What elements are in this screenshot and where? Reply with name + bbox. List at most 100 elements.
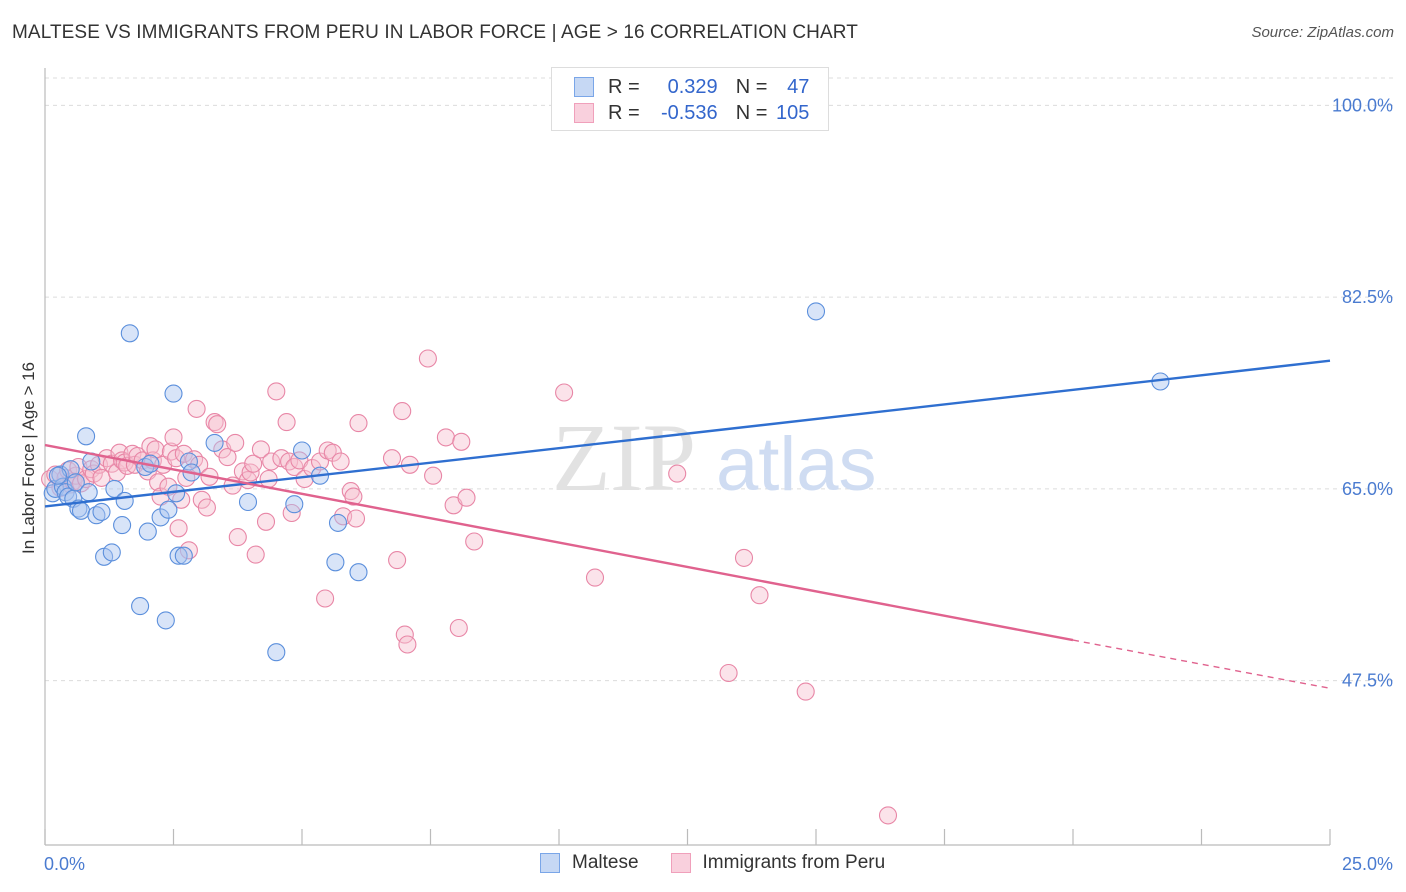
data-point xyxy=(187,399,206,418)
data-point xyxy=(113,516,132,535)
y-tick-label: 100.0% xyxy=(1332,95,1393,115)
gridlines xyxy=(45,77,1394,682)
data-point xyxy=(331,452,350,471)
data-point xyxy=(267,643,286,662)
data-point xyxy=(87,506,106,525)
axes xyxy=(44,68,1331,846)
data-point xyxy=(77,427,96,446)
data-point xyxy=(256,512,276,531)
legend-r-value: 0.329 xyxy=(667,75,718,98)
legend-r-label: R = xyxy=(608,75,640,98)
legend-label-peru: Immigrants from Peru xyxy=(702,852,886,873)
data-point xyxy=(228,528,247,547)
data-point xyxy=(349,563,368,582)
data-point xyxy=(418,349,437,368)
data-point xyxy=(205,433,224,452)
trend-line xyxy=(44,359,1331,508)
data-point xyxy=(285,495,304,514)
watermark-atlas: atlas xyxy=(716,422,877,507)
data-point xyxy=(328,513,348,532)
chart-title: MALTESE VS IMMIGRANTS FROM PERU IN LABOR… xyxy=(12,22,858,43)
series-immigrants-from-peru xyxy=(41,349,898,825)
data-point xyxy=(174,546,193,565)
data-point xyxy=(436,428,455,447)
legend-item-maltese[interactable]: Maltese xyxy=(540,852,639,874)
trend-line xyxy=(44,443,1074,642)
y-axis-label: In Labor Force | Age > 16 xyxy=(19,362,38,554)
data-point xyxy=(92,502,111,521)
data-point xyxy=(262,452,281,471)
series-legend: Maltese Immigrants from Peru xyxy=(540,852,917,874)
legend-r-label: R = xyxy=(608,101,640,124)
correlation-legend: R = 0.329 N = 47 R = -0.536 N = 105 xyxy=(551,67,829,131)
data-point xyxy=(316,589,335,608)
legend-item-peru[interactable]: Immigrants from Peru xyxy=(670,852,886,874)
legend-n-label: N = xyxy=(735,75,768,98)
data-point xyxy=(734,548,754,567)
maltese-swatch xyxy=(574,77,594,97)
data-point xyxy=(750,586,769,605)
data-point xyxy=(326,553,345,572)
data-point xyxy=(796,682,815,701)
data-point xyxy=(465,532,484,551)
data-point xyxy=(233,462,252,481)
chart-source: Source: ZipAtlas.com xyxy=(1251,24,1394,41)
data-point xyxy=(226,433,245,452)
data-point xyxy=(719,663,738,683)
tick-labels: 100.0% 82.5% 65.0% 47.5% 0.0% 25.0% xyxy=(44,95,1393,874)
series-maltese xyxy=(43,302,1170,662)
data-point xyxy=(292,441,312,460)
y-tick-label: 82.5% xyxy=(1342,287,1393,307)
data-point xyxy=(457,488,476,507)
data-point xyxy=(120,324,139,343)
data-point xyxy=(164,384,183,403)
data-point xyxy=(344,487,363,506)
legend-row-maltese: R = 0.329 N = 47 xyxy=(574,74,809,100)
data-point xyxy=(668,464,687,483)
data-point xyxy=(806,302,826,321)
data-point xyxy=(218,448,237,467)
data-point xyxy=(244,454,263,473)
data-point xyxy=(149,473,168,492)
data-point xyxy=(585,568,605,587)
data-point xyxy=(393,402,412,421)
data-point xyxy=(238,492,258,512)
data-point xyxy=(169,546,188,565)
legend-label-maltese: Maltese xyxy=(572,852,639,873)
data-point xyxy=(208,415,227,434)
data-point xyxy=(146,440,165,459)
data-point xyxy=(277,413,296,432)
watermark-zip: ZIP xyxy=(552,404,696,511)
data-point xyxy=(138,522,157,541)
legend-n-value: 105 xyxy=(776,101,810,124)
peru-swatch xyxy=(574,103,594,123)
data-point xyxy=(169,519,188,538)
data-point xyxy=(156,611,175,630)
data-point xyxy=(151,508,170,527)
legend-n-label: N = xyxy=(735,101,768,124)
data-point xyxy=(179,541,198,560)
data-point xyxy=(424,466,443,485)
data-point xyxy=(251,440,270,459)
data-point xyxy=(382,449,402,468)
data-point xyxy=(159,500,178,519)
x-tick-label: 25.0% xyxy=(1342,854,1393,874)
data-point xyxy=(349,414,368,433)
data-point xyxy=(388,551,407,570)
data-point xyxy=(179,452,198,471)
data-point xyxy=(164,428,183,447)
data-points xyxy=(41,302,1170,825)
data-point xyxy=(878,806,898,825)
y-tick-label: 65.0% xyxy=(1342,479,1393,499)
data-point xyxy=(66,473,85,492)
legend-n-value: 47 xyxy=(787,75,810,98)
x-tick-label: 0.0% xyxy=(44,854,85,874)
data-point xyxy=(346,509,366,528)
data-point xyxy=(131,597,150,616)
maltese-swatch xyxy=(540,853,560,873)
data-point xyxy=(267,382,286,401)
data-point xyxy=(246,545,265,564)
legend-r-value: -0.536 xyxy=(660,101,718,124)
data-point xyxy=(205,413,224,432)
